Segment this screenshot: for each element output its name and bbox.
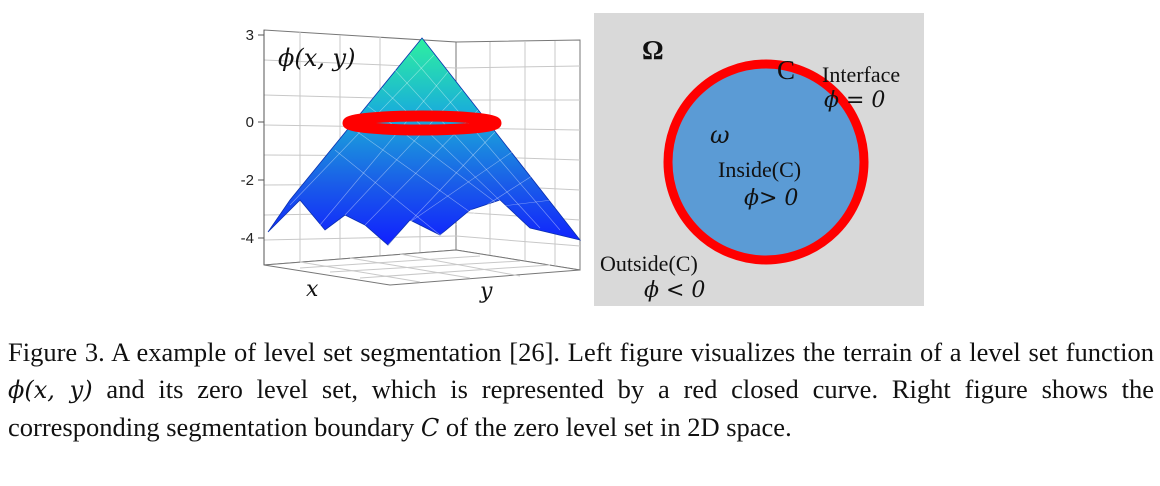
caption-math-phi: ϕ(x, y) — [8, 376, 93, 404]
zero-level-set-curve — [342, 110, 502, 136]
y-axis-label: y — [479, 279, 493, 304]
z-tick-0: 0 — [246, 114, 254, 131]
inside-equation: ϕ> 0 — [744, 186, 798, 211]
curve-label: C — [777, 55, 795, 85]
omega-domain-label: Ω — [642, 35, 664, 65]
inside-label: Inside(C) — [718, 157, 801, 182]
inner-region-symbol: ω — [710, 121, 730, 149]
caption-math-c: C — [420, 414, 440, 442]
z-tick-minus-4: -4 — [241, 230, 254, 247]
level-set-surface-plot: 3 0 -2 -4 ϕ(x, y) x y — [241, 27, 582, 304]
segmentation-diagram: Ω C Interface ϕ = 0 ω Inside(C) ϕ> 0 Out… — [594, 13, 924, 306]
inside-region — [663, 59, 869, 265]
caption-text-1: Figure 3. A example of level set segment… — [8, 337, 1154, 367]
surface-function-label: ϕ(x, y) — [278, 44, 355, 72]
z-tick-minus-2: -2 — [241, 172, 254, 189]
figure-caption: Figure 3. A example of level set segment… — [8, 334, 1154, 447]
caption-text-3: of the zero level set in 2D space. — [439, 412, 792, 442]
interface-label: Interface — [822, 62, 900, 87]
outside-equation: ϕ < 0 — [644, 278, 705, 303]
interface-equation: ϕ = 0 — [824, 88, 885, 113]
x-axis-label: x — [306, 277, 319, 302]
outside-label: Outside(C) — [600, 251, 698, 276]
z-tick-3: 3 — [246, 27, 254, 44]
caption-text-2: and its zero level set, which is represe… — [8, 374, 1155, 442]
z-axis: 3 0 -2 -4 — [241, 27, 265, 265]
